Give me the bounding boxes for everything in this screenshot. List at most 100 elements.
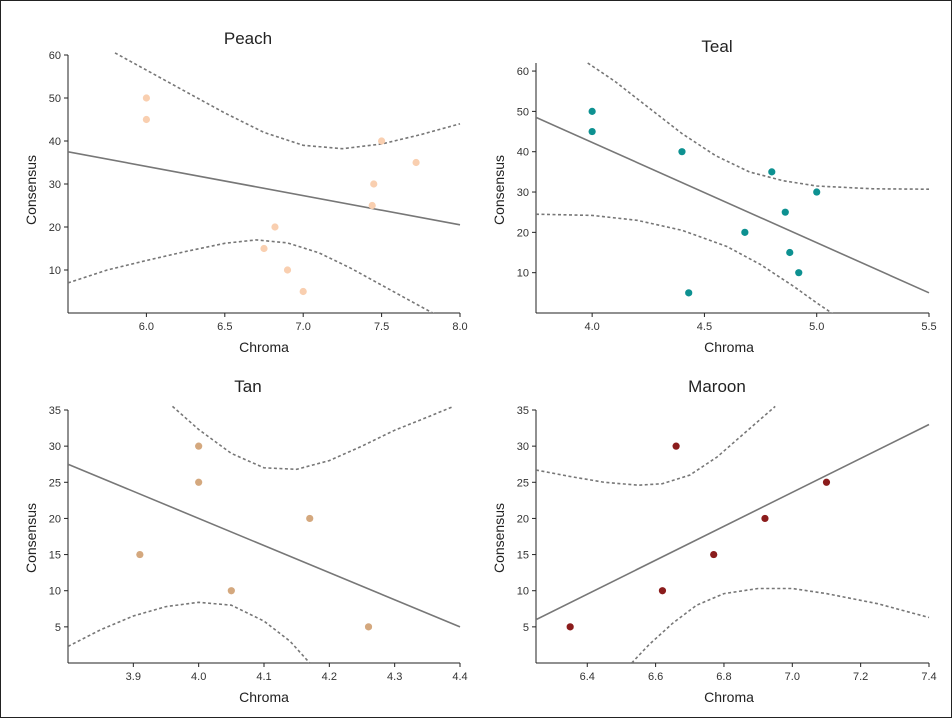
data-point-teal [741,228,749,236]
y-axis-label-maroon: Consensus [491,503,507,573]
y-tick-label-peach: 30 [49,179,61,191]
chart-title-teal: Teal [701,37,732,56]
y-tick-label-teal: 50 [517,106,529,118]
panel-maroon: Maroon Chroma Consensus 5 10 15 20 25 30 35 6.4… [491,377,937,705]
data-point-peach [299,287,307,296]
y-axis-label-peach: Consensus [23,155,39,225]
regression-line-tan [68,463,461,628]
data-point-peach [260,244,268,253]
x-tick-label-peach: 7.0 [296,321,311,333]
panel-tan: Tan Chroma Consensus 5 10 15 20 25 30 35 3.9 4.0… [23,377,468,705]
data-point-peach [370,180,378,188]
chart-title-peach: Peach [224,29,272,48]
data-point-tan [227,587,235,595]
data-point-maroon [672,442,680,450]
x-tick-label-maroon: 7.0 [785,671,800,683]
y-tick-label-teal: 60 [517,66,529,78]
x-tick-label-maroon: 7.2 [853,671,868,683]
confidence-band-lower-tan [68,601,311,663]
x-tick-label-teal: 4.0 [584,321,599,333]
x-tick-label-peach: 6.0 [139,321,154,333]
y-tick-label-tan: 30 [49,441,61,453]
x-tick-label-maroon: 7.4 [921,671,936,683]
y-tick-label-tan: 10 [49,586,61,598]
chart-title-maroon: Maroon [688,377,746,396]
x-tick-label-tan: 4.4 [452,671,467,683]
x-tick-label-peach: 8.0 [452,321,467,333]
x-axis-label-peach: Chroma [239,339,289,355]
data-point-tan [136,550,144,559]
x-tick-label-teal: 5.0 [809,321,824,333]
y-tick-label-tan: 15 [49,550,61,562]
data-point-teal [685,289,693,297]
data-point-tan [306,514,314,523]
x-tick-label-tan: 4.2 [322,671,337,683]
x-tick-label-teal: 5.5 [921,321,936,333]
data-point-tan [364,623,373,631]
x-tick-label-maroon: 6.6 [648,671,663,683]
y-tick-label-maroon: 10 [517,586,529,598]
y-tick-label-maroon: 35 [517,405,529,417]
confidence-band-lower-maroon [631,587,930,663]
panel-teal: Teal Chroma Consensus 10 20 30 40 50 60 4.0 4.5… [491,37,937,355]
x-tick-label-peach: 6.5 [217,321,232,333]
y-axis-label-teal: Consensus [491,155,507,225]
y-tick-label-peach: 40 [49,136,61,148]
y-tick-label-tan: 5 [55,622,61,634]
data-point-teal [813,188,821,196]
data-point-maroon [761,514,769,523]
data-point-teal [795,269,803,277]
data-point-peach [271,223,279,231]
data-point-maroon [710,550,718,559]
regression-line-maroon [536,423,930,621]
y-tick-label-maroon: 30 [517,441,529,453]
y-tick-label-peach: 20 [49,222,61,234]
data-point-tan [195,478,203,486]
x-tick-label-tan: 4.3 [387,671,402,683]
confidence-band-upper-teal [587,62,930,190]
data-point-peach [283,266,292,274]
y-tick-label-teal: 20 [517,227,529,239]
data-point-teal [588,127,596,136]
data-point-peach [142,94,150,102]
data-point-teal [588,107,596,115]
y-tick-label-teal: 10 [517,268,529,280]
chart-title-tan: Tan [234,377,261,396]
data-point-peach [412,158,420,167]
x-tick-label-peach: 7.5 [374,321,389,333]
y-tick-label-maroon: 5 [523,622,529,634]
data-point-teal [768,168,776,176]
confidence-band-upper-tan [171,405,454,471]
y-tick-label-peach: 60 [49,50,61,62]
confidence-band-lower-teal [536,213,834,313]
confidence-band-upper-maroon [536,405,776,487]
regression-line-teal [536,116,930,294]
x-tick-label-maroon: 6.8 [716,671,731,683]
y-axis-label-tan: Consensus [23,503,39,573]
y-tick-label-maroon: 25 [517,477,529,489]
x-tick-label-teal: 4.5 [697,321,712,333]
data-point-peach [142,115,150,124]
x-axis-label-teal: Chroma [704,339,754,355]
y-tick-label-peach: 50 [49,93,61,105]
x-axis-label-tan: Chroma [239,689,289,705]
data-point-maroon [566,623,574,631]
x-tick-label-tan: 4.0 [191,671,206,683]
panel-peach: Peach Chroma Consensus 10 20 30 40 50 60 6.0 6.… [23,29,468,355]
data-point-teal [781,208,789,216]
data-point-maroon [822,478,831,486]
y-tick-label-tan: 20 [49,513,61,525]
y-tick-label-maroon: 20 [517,513,529,525]
data-point-teal [786,248,794,257]
y-tick-label-maroon: 15 [517,550,529,562]
confidence-band-lower-peach [68,239,435,313]
data-point-teal [678,148,686,156]
data-point-tan [195,442,203,450]
data-point-maroon [658,587,667,595]
y-tick-label-tan: 25 [49,477,61,489]
data-point-peach [368,201,376,210]
confidence-band-upper-peach [114,52,461,150]
